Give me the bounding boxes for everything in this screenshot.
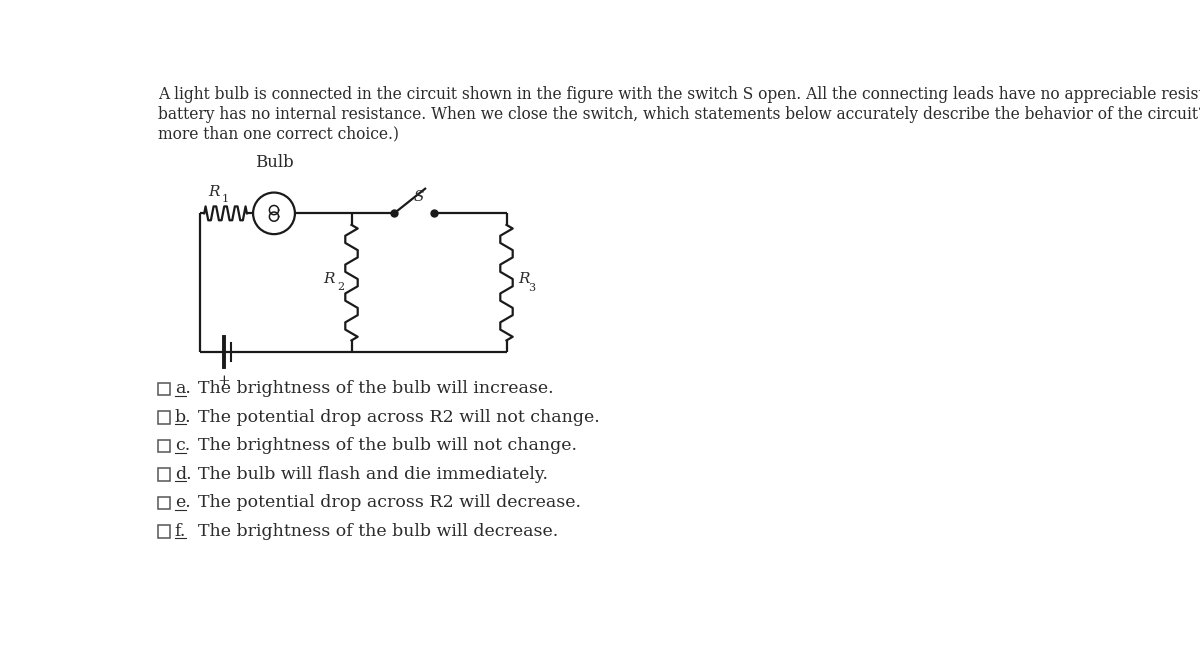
Text: 2: 2 xyxy=(337,282,344,291)
Text: The brightness of the bulb will not change.: The brightness of the bulb will not chan… xyxy=(198,438,577,455)
Text: The brightness of the bulb will decrease.: The brightness of the bulb will decrease… xyxy=(198,523,558,540)
Text: The brightness of the bulb will increase.: The brightness of the bulb will increase… xyxy=(198,381,553,398)
Text: c.: c. xyxy=(175,438,190,455)
Text: +: + xyxy=(217,374,230,388)
Text: e.: e. xyxy=(175,495,191,512)
Text: Bulb: Bulb xyxy=(254,154,293,171)
Text: The potential drop across R2 will decrease.: The potential drop across R2 will decrea… xyxy=(198,495,581,512)
Text: S: S xyxy=(414,190,424,204)
FancyBboxPatch shape xyxy=(157,468,170,481)
Text: The potential drop across R2 will not change.: The potential drop across R2 will not ch… xyxy=(198,409,600,426)
FancyBboxPatch shape xyxy=(157,496,170,509)
Text: R: R xyxy=(323,272,335,286)
Text: 3: 3 xyxy=(528,283,535,293)
Text: R: R xyxy=(208,185,220,200)
Text: b.: b. xyxy=(175,409,192,426)
Text: R: R xyxy=(518,272,529,286)
FancyBboxPatch shape xyxy=(157,440,170,452)
Text: a.: a. xyxy=(175,381,191,398)
FancyBboxPatch shape xyxy=(157,383,170,395)
Text: The bulb will flash and die immediately.: The bulb will flash and die immediately. xyxy=(198,466,548,483)
FancyBboxPatch shape xyxy=(157,411,170,424)
Text: 1: 1 xyxy=(222,194,229,204)
Text: A light bulb is connected in the circuit shown in the figure with the switch S o: A light bulb is connected in the circuit… xyxy=(157,86,1200,143)
Text: d.: d. xyxy=(175,466,192,483)
Text: f.: f. xyxy=(175,523,186,540)
FancyBboxPatch shape xyxy=(157,525,170,538)
